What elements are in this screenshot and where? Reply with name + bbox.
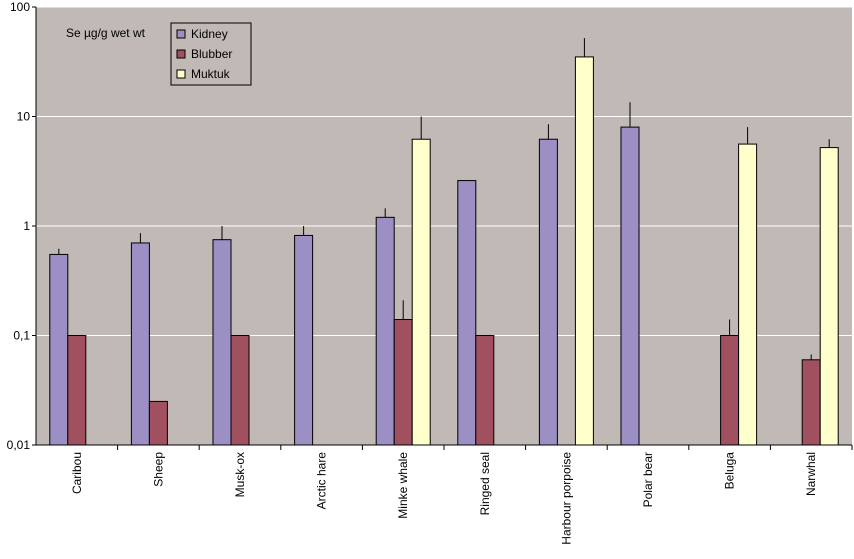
bar-muktuk <box>574 56 594 446</box>
axes <box>32 6 853 450</box>
bar-kidney <box>375 216 395 446</box>
bar-kidney <box>620 126 640 446</box>
x-tick-label: Musk-ox <box>233 452 247 497</box>
bars <box>49 56 839 446</box>
bar-muktuk <box>819 147 839 446</box>
x-tick-label: Harbour porpoise <box>559 452 573 545</box>
bar-kidney <box>130 242 150 446</box>
bar-muktuk <box>411 138 431 446</box>
x-tick-label: Arctic hare <box>315 452 329 510</box>
bar-blubber <box>230 335 250 446</box>
bar-blubber <box>720 335 740 446</box>
bar-kidney <box>538 138 558 446</box>
legend-swatch-kidney <box>176 29 186 39</box>
legend: Kidney Blubber Muktuk <box>170 22 252 86</box>
y-tick-label: 0,1 <box>13 329 30 343</box>
bar-blubber <box>801 359 821 446</box>
bar-blubber <box>475 335 495 446</box>
x-tick-label: Polar bear <box>641 452 655 507</box>
bar-kidney <box>212 239 232 446</box>
y-tick-label: 1 <box>23 219 30 233</box>
x-tick-label: Ringed seal <box>478 452 492 515</box>
bar-blubber <box>393 318 413 446</box>
x-tick-labels: Caribou Sheep Musk-ox Arctic hare Minke whal… <box>70 452 818 545</box>
x-tick-label: Minke whale <box>396 452 410 519</box>
bar-kidney <box>49 253 69 446</box>
y-tick-label: 0,01 <box>7 438 31 452</box>
y-tick-label: 10 <box>17 110 31 124</box>
bar-blubber <box>67 335 87 446</box>
x-tick-label: Sheep <box>151 452 165 487</box>
y-tick-labels: 100 10 1 0,1 0,01 <box>7 0 31 452</box>
y-tick-label: 100 <box>10 0 30 14</box>
chart-annotation: Se µg/g wet wt <box>66 26 146 40</box>
legend-label-kidney: Kidney <box>191 27 228 41</box>
gridlines <box>36 6 852 336</box>
error-bars <box>58 38 830 360</box>
bar-kidney <box>294 234 314 446</box>
x-tick-label: Beluga <box>723 452 737 490</box>
bar-muktuk <box>738 143 758 446</box>
x-tick-label: Narwhal <box>804 452 818 496</box>
legend-swatch-blubber <box>176 49 186 59</box>
bar-kidney <box>457 180 477 446</box>
legend-label-muktuk: Muktuk <box>191 67 231 81</box>
bar-blubber <box>148 400 168 446</box>
x-tick-label: Caribou <box>70 452 84 494</box>
legend-swatch-muktuk <box>176 69 186 79</box>
legend-label-blubber: Blubber <box>191 47 232 61</box>
